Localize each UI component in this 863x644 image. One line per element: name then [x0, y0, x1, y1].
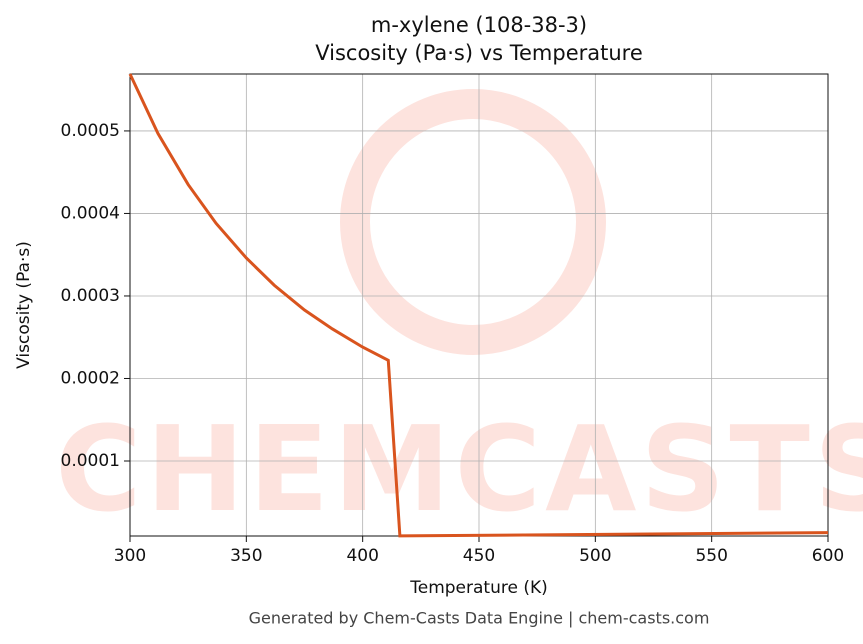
y-tick-label: 0.0005	[61, 121, 120, 141]
x-tick-label: 350	[230, 546, 262, 566]
watermark: CHEMCASTS	[55, 400, 863, 538]
y-tick-label: 0.0002	[61, 368, 120, 388]
y-tick-label: 0.0001	[61, 451, 120, 471]
y-axis-label: Viscosity (Pa·s)	[14, 241, 34, 369]
x-tick-label: 550	[695, 546, 727, 566]
data-line	[128, 73, 829, 538]
y-tick-label: 0.0004	[61, 203, 120, 223]
x-axis-label: Temperature (K)	[409, 578, 548, 598]
chart-subtitle: Viscosity (Pa·s) vs Temperature	[315, 41, 643, 65]
x-tick-label: 450	[463, 546, 495, 566]
x-tick-label: 600	[812, 546, 844, 566]
x-tick-label: 500	[579, 546, 611, 566]
x-tick-label: 400	[346, 546, 378, 566]
footer: Generated by Chem-Casts Data Engine | ch…	[249, 609, 710, 628]
watermark-ring	[340, 89, 606, 355]
chart-title: m-xylene (108-38-3)	[371, 13, 587, 37]
y-tick-label: 0.0003	[61, 286, 120, 306]
x-tick-label: 300	[114, 546, 146, 566]
